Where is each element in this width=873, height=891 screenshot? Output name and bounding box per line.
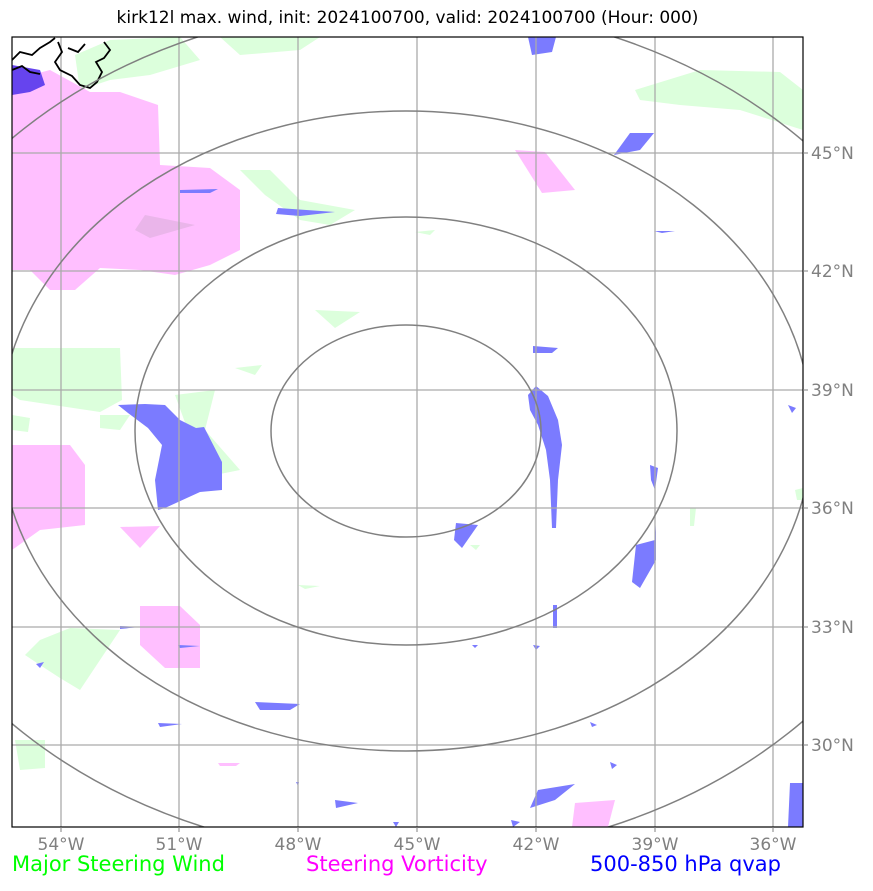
tick-marks — [60, 152, 808, 832]
lat-tick-label: 45°N — [811, 144, 854, 164]
legend-qvap: 500-850 hPa qvap — [590, 852, 781, 876]
lat-tick-labels: 45°N 42°N 39°N 36°N 33°N 30°N — [811, 144, 854, 756]
lon-tick-label: 45°W — [394, 835, 441, 855]
lon-tick-label: 36°W — [750, 835, 797, 855]
steering-vorticity-regions — [12, 70, 615, 827]
plot-frame — [11, 36, 804, 828]
lon-tick-label: 39°W — [632, 835, 679, 855]
lat-tick-label: 33°N — [811, 618, 854, 638]
lat-tick-label: 42°N — [811, 262, 854, 282]
lon-tick-label: 51°W — [156, 835, 203, 855]
lon-tick-label: 54°W — [38, 835, 85, 855]
steering-wind-regions — [12, 37, 803, 770]
lon-tick-labels: 54°W 51°W 48°W 45°W 42°W 39°W 36°W — [38, 835, 797, 855]
lat-tick-label: 39°N — [811, 381, 854, 401]
lat-tick-label: 36°N — [811, 499, 854, 519]
qvap-regions — [12, 37, 803, 827]
lat-tick-label: 30°N — [811, 736, 854, 756]
graticule — [12, 37, 803, 827]
legend-steering-vorticity: Steering Vorticity — [306, 852, 488, 876]
range-rings — [12, 37, 803, 827]
coastline — [12, 37, 112, 90]
lon-tick-label: 42°W — [513, 835, 560, 855]
lon-tick-label: 48°W — [275, 835, 322, 855]
map-title: kirk12l max. wind, init: 2024100700, val… — [116, 8, 699, 28]
legend-steering-wind: Major Steering Wind — [12, 852, 225, 876]
